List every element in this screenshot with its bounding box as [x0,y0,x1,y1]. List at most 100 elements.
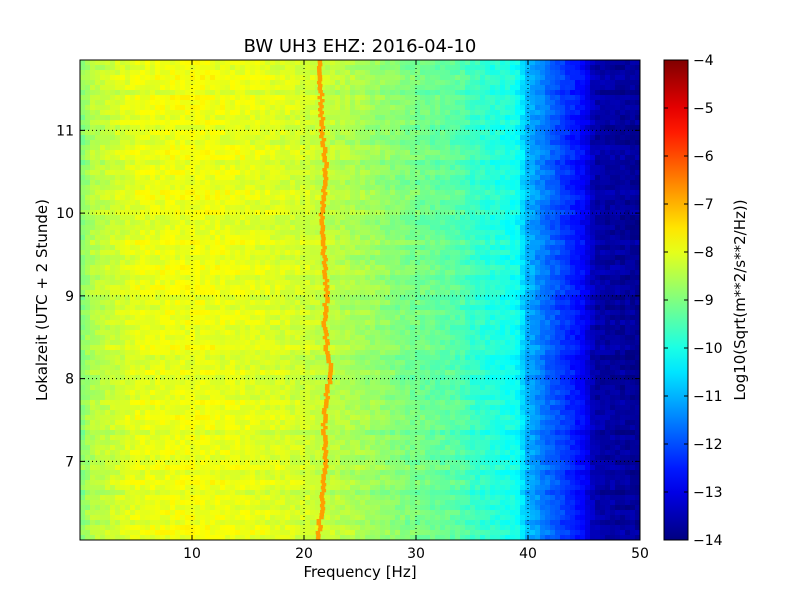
heatmap-cell [615,60,621,66]
heatmap-cell [395,150,401,156]
heatmap-cell [505,175,511,181]
heatmap-cell [470,100,476,106]
heatmap-cell [595,210,601,216]
heatmap-cell [440,190,446,196]
heatmap-cell [450,170,456,176]
heatmap-cell [185,180,191,186]
heatmap-cell [270,185,276,191]
heatmap-cell [150,140,156,146]
heatmap-cell [80,60,86,66]
heatmap-cell [245,120,251,126]
heatmap-cell [325,135,331,141]
heatmap-cell [160,85,166,91]
heatmap-cell [255,170,261,176]
heatmap-cell [95,180,101,186]
heatmap-cell [475,145,481,151]
heatmap-cell [375,135,381,141]
heatmap-cell [355,125,361,131]
heatmap-cell [445,95,451,101]
heatmap-cell [130,235,136,241]
heatmap-cell [540,95,546,101]
heatmap-cell [390,145,396,151]
heatmap-cell [145,140,151,146]
heatmap-cell [95,85,101,91]
heatmap-cell [420,130,426,136]
heatmap-cell [105,105,111,111]
heatmap-cell [335,245,341,251]
heatmap-cell [355,195,361,201]
heatmap-cell [615,160,621,166]
heatmap-cell [300,115,306,121]
heatmap-cell [150,85,156,91]
heatmap-cell [100,70,106,76]
heatmap-cell [335,235,341,241]
heatmap-cell [465,205,471,211]
heatmap-cell [610,235,616,241]
heatmap-cell [490,155,496,161]
heatmap-cell [505,205,511,211]
heatmap-cell [210,115,216,121]
heatmap-cell [385,230,391,236]
heatmap-cell [535,125,541,131]
heatmap-cell [105,280,111,286]
heatmap-cell [610,170,616,176]
heatmap-cell [510,275,516,281]
heatmap-cell [175,140,181,146]
heatmap-cell [340,145,346,151]
heatmap-cell [420,110,426,116]
heatmap-cell [190,100,196,106]
heatmap-cell [465,260,471,266]
heatmap-cell [465,165,471,171]
heatmap-cell [435,200,441,206]
heatmap-cell [340,130,346,136]
heatmap-cell [575,130,581,136]
heatmap-cell [135,120,141,126]
heatmap-cell [210,85,216,91]
heatmap-cell [260,155,266,161]
heatmap-cell [420,185,426,191]
heatmap-cell [245,185,251,191]
heatmap-cell [85,145,91,151]
heatmap-cell [180,265,186,271]
heatmap-cell [330,205,336,211]
heatmap-cell [515,120,521,126]
heatmap-cell [340,180,346,186]
heatmap-cell [310,75,316,81]
heatmap-cell [510,75,516,81]
heatmap-cell [435,120,441,126]
heatmap-cell [465,100,471,106]
heatmap-cell [560,210,566,216]
heatmap-cell [570,135,576,141]
heatmap-cell [545,180,551,186]
heatmap-cell [535,80,541,86]
heatmap-cell [630,120,636,126]
heatmap-cell [80,155,86,161]
heatmap-cell [100,200,106,206]
heatmap-cell [160,65,166,71]
heatmap-cell [600,100,606,106]
heatmap-cell [615,165,621,171]
heatmap-cell [295,165,301,171]
heatmap-cell [455,220,461,226]
heatmap-cell [415,200,421,206]
heatmap-cell [280,125,286,131]
heatmap-cell [355,180,361,186]
heatmap-cell [510,65,516,71]
heatmap-cell [565,220,571,226]
heatmap-cell [245,165,251,171]
heatmap-cell [545,115,551,121]
heatmap-cell [225,235,231,241]
heatmap-cell [500,135,506,141]
heatmap-cell [275,270,281,276]
heatmap-cell [125,270,131,276]
heatmap-cell [510,120,516,126]
heatmap-cell [400,240,406,246]
heatmap-cell [635,165,640,171]
heatmap-cell [125,105,131,111]
heatmap-cell [400,105,406,111]
heatmap-cell [300,180,306,186]
heatmap-cell [155,70,161,76]
heatmap-cell [545,270,551,276]
heatmap-cell [615,130,621,136]
heatmap-cell [425,110,431,116]
